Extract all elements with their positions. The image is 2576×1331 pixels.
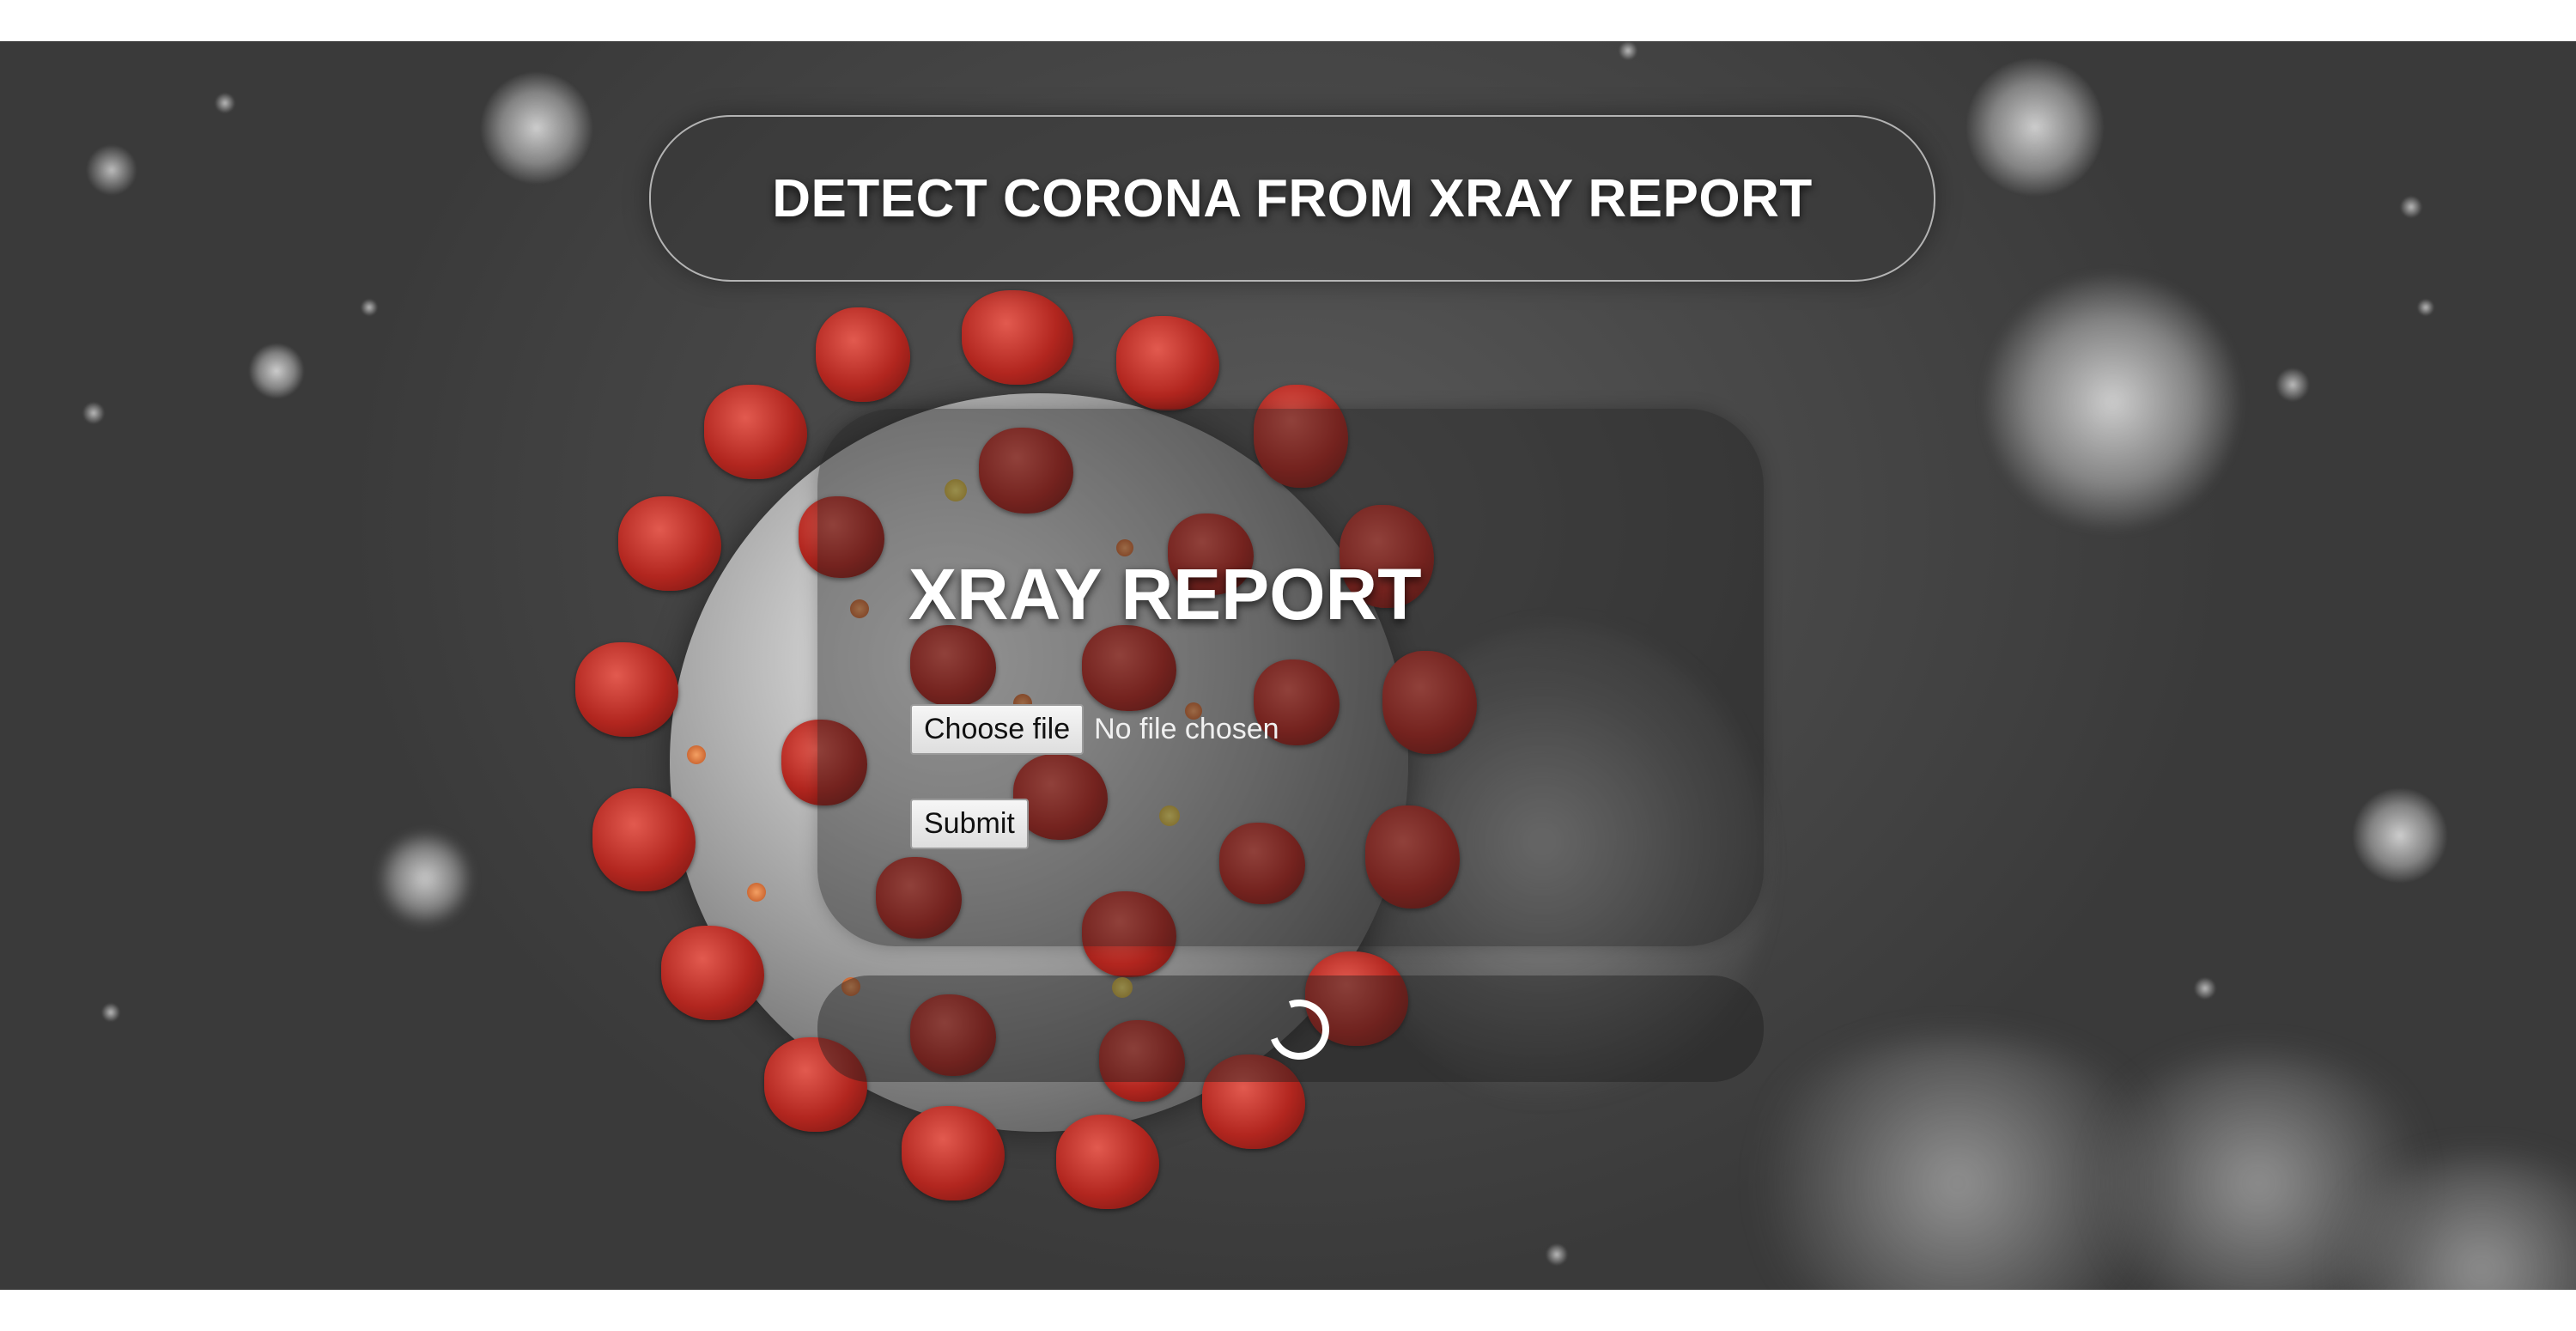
page-title: DETECT CORONA FROM XRAY REPORT <box>772 168 1813 228</box>
virus-spike <box>1340 505 1434 608</box>
submit-row: Submit <box>910 799 1029 849</box>
background-particle <box>1966 58 2104 196</box>
virus-nub <box>841 977 860 996</box>
submit-button[interactable]: Submit <box>910 799 1029 849</box>
virus-nub <box>1159 805 1180 826</box>
virus-spike <box>618 496 721 591</box>
background-particle <box>215 93 235 113</box>
virus-spike <box>962 290 1073 385</box>
page-header: DETECT CORONA FROM XRAY REPORT <box>649 115 1935 282</box>
background-particle <box>2400 196 2422 218</box>
virus-spike <box>1013 754 1108 840</box>
virus-spike <box>1305 951 1408 1046</box>
virus-nub <box>1112 977 1133 998</box>
virus-spike <box>1082 625 1176 711</box>
background-particle <box>1984 273 2241 531</box>
virus-spike <box>592 788 696 891</box>
virus-spike <box>1254 659 1340 745</box>
virus-spike <box>979 428 1073 514</box>
background-particle <box>101 1003 120 1022</box>
virus-illustration <box>567 290 1511 1235</box>
virus-nub <box>687 745 706 764</box>
virus-nub <box>850 599 869 618</box>
virus-nub <box>1116 539 1133 556</box>
card-title: XRAY REPORT <box>908 554 1422 635</box>
virus-spike <box>910 625 996 707</box>
background-particle <box>1546 1243 1568 1266</box>
background-particle <box>481 72 592 184</box>
virus-spike <box>902 1106 1005 1200</box>
virus-spike <box>1168 514 1254 595</box>
virus-spike <box>1056 1115 1159 1209</box>
virus-spike <box>1254 385 1348 488</box>
result-panel <box>817 975 1764 1082</box>
background-particle <box>361 299 378 316</box>
background-particle <box>2194 977 2216 1000</box>
background-particle <box>1619 41 1637 60</box>
virus-spike <box>764 1037 867 1132</box>
virus-spike <box>781 720 867 805</box>
virus-spike <box>799 496 884 578</box>
virus-spike <box>704 385 807 479</box>
virus-nub <box>945 479 967 501</box>
background-particle <box>249 343 304 398</box>
file-status-text: No file chosen <box>1094 713 1279 745</box>
file-input[interactable]: Choose file No file chosen <box>910 704 1279 755</box>
background-particle <box>82 402 105 424</box>
virus-nub <box>747 883 766 902</box>
virus-spike <box>1099 1020 1185 1102</box>
virus-spike <box>1082 891 1176 977</box>
background-particle <box>2417 299 2434 316</box>
choose-file-button[interactable]: Choose file <box>910 704 1084 755</box>
background-particle <box>2275 368 2310 402</box>
virus-spike <box>575 642 678 737</box>
virus-spike <box>1116 316 1219 410</box>
virus-spike <box>876 857 962 939</box>
virus-spike <box>1219 823 1305 904</box>
virus-spike <box>910 994 996 1076</box>
virus-spike <box>1202 1054 1305 1149</box>
upload-card: XRAY REPORT Choose file No file chosen S… <box>817 409 1764 946</box>
virus-spike <box>816 307 910 402</box>
background-image: DETECT CORONA FROM XRAY REPORT XRAY REPO… <box>0 41 2576 1290</box>
background-particle <box>378 831 472 926</box>
virus-nub <box>1185 702 1202 720</box>
virus-spike <box>661 926 764 1020</box>
background-particle <box>2353 788 2447 883</box>
background-particle <box>86 144 137 196</box>
virus-spike <box>1382 651 1477 754</box>
virus-spike <box>1365 805 1460 909</box>
loading-spinner-icon <box>1259 989 1340 1070</box>
